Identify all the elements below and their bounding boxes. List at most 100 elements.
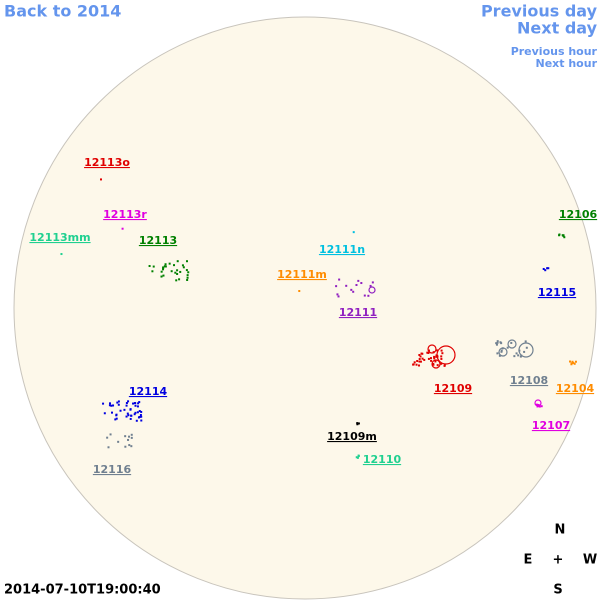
spot — [350, 288, 353, 291]
region-label[interactable]: 12104 — [556, 382, 595, 395]
spot — [133, 413, 136, 416]
spot — [115, 414, 118, 417]
spot — [124, 435, 127, 438]
region-label[interactable]: 12113mm — [29, 231, 90, 244]
region-label[interactable]: 12109 — [434, 382, 472, 395]
spot — [140, 415, 143, 418]
spot — [524, 340, 527, 343]
spot — [369, 284, 372, 287]
spot — [108, 404, 111, 407]
spot — [117, 440, 120, 443]
spot — [558, 233, 561, 236]
region-label[interactable]: 12113o — [84, 156, 130, 169]
region-label[interactable]: 12109m — [327, 430, 377, 443]
compass-west: W — [583, 553, 597, 568]
spot-ring — [534, 399, 542, 407]
spot — [435, 355, 438, 358]
spot-ring — [518, 342, 534, 358]
spot — [152, 265, 155, 268]
region-label[interactable]: 12107 — [532, 419, 570, 432]
region-label[interactable]: 12110 — [363, 453, 402, 466]
compass-center: + — [553, 553, 564, 568]
spot — [121, 227, 124, 230]
spot — [443, 364, 446, 367]
spot — [419, 360, 422, 363]
spot — [423, 358, 426, 361]
spot — [432, 362, 435, 365]
spot — [413, 361, 416, 364]
region-label[interactable]: 12108 — [510, 374, 548, 387]
spot — [187, 271, 190, 274]
spot — [367, 294, 370, 297]
region-label[interactable]: 12114 — [129, 385, 168, 398]
spot — [102, 402, 105, 405]
spot — [162, 268, 165, 271]
spot — [136, 405, 139, 408]
region-label[interactable]: 12111m — [277, 268, 327, 281]
spot — [162, 274, 165, 277]
spot — [574, 360, 577, 363]
timestamp: 2014-07-10T19:00:40 — [4, 583, 161, 598]
spot — [427, 351, 430, 354]
spot — [356, 423, 359, 426]
spot — [140, 419, 143, 422]
next-hour-link[interactable]: Next hour — [536, 57, 598, 70]
spot — [416, 360, 419, 363]
region-label[interactable]: 12116 — [93, 463, 132, 476]
spot — [356, 422, 359, 425]
spot — [418, 358, 421, 361]
spot — [570, 363, 573, 366]
spot — [186, 274, 189, 277]
next-day-link[interactable]: Next day — [517, 19, 598, 38]
spot — [429, 357, 432, 360]
spot — [421, 352, 424, 355]
back-link[interactable]: Back to 2014 — [4, 2, 121, 21]
spot — [496, 341, 499, 344]
spot — [151, 270, 154, 273]
spot-ring — [368, 286, 376, 294]
spot — [112, 404, 115, 407]
region-label[interactable]: 12106 — [559, 208, 598, 221]
spot — [427, 357, 430, 360]
spot — [174, 271, 177, 274]
spot — [116, 401, 119, 404]
spot — [338, 278, 341, 281]
spot — [138, 401, 141, 404]
spot — [495, 343, 498, 346]
spot — [139, 413, 142, 416]
region-label[interactable]: 12111n — [319, 243, 365, 256]
spot — [352, 231, 355, 234]
spot — [164, 263, 167, 266]
spot — [168, 262, 171, 265]
region-label[interactable]: 12115 — [538, 286, 576, 299]
previous-day-link[interactable]: Previous day — [481, 2, 598, 21]
spot — [60, 253, 63, 256]
spot — [130, 414, 133, 417]
spot — [421, 357, 424, 360]
spot — [106, 436, 109, 439]
spot — [355, 456, 358, 459]
spot — [430, 359, 433, 362]
spot — [136, 411, 139, 414]
spot — [173, 264, 176, 267]
previous-hour-link[interactable]: Previous hour — [511, 45, 598, 58]
spot — [571, 360, 574, 363]
spot — [441, 352, 444, 355]
spot — [542, 267, 545, 270]
spot — [546, 267, 549, 270]
spot — [170, 270, 173, 273]
spot — [440, 362, 443, 365]
spot — [130, 445, 133, 448]
region-label[interactable]: 12113 — [139, 234, 177, 247]
spot — [515, 352, 518, 355]
region-label[interactable]: 12113r — [103, 208, 147, 221]
spot — [547, 267, 550, 270]
spot-ring — [507, 339, 517, 349]
spot — [510, 341, 513, 344]
spot — [519, 355, 522, 358]
spot — [185, 260, 188, 263]
spot — [137, 416, 140, 419]
spot — [418, 360, 421, 363]
spot-ring — [436, 345, 456, 365]
region-label[interactable]: 12111 — [339, 306, 377, 319]
